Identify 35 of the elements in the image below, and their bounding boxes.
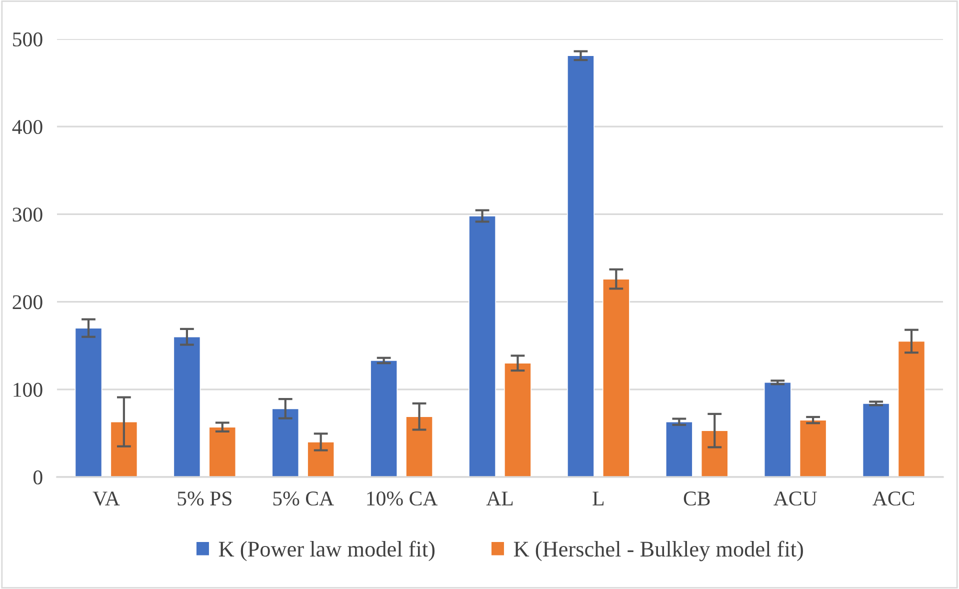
bar xyxy=(602,278,630,477)
bar xyxy=(567,55,594,477)
y-tick-label: 300 xyxy=(12,208,42,222)
x-tick-label: 5% CA xyxy=(273,491,334,506)
x-tick-label: AL xyxy=(486,492,513,506)
bar xyxy=(665,421,693,477)
x-tick-label: ACC xyxy=(872,492,914,506)
bar xyxy=(799,420,827,477)
bar xyxy=(406,416,433,477)
y-tick-label: 400 xyxy=(12,120,42,134)
bar xyxy=(764,382,792,477)
y-tick-label: 200 xyxy=(12,295,42,310)
bar xyxy=(74,328,102,477)
bar xyxy=(173,336,201,477)
x-tick-label: CB xyxy=(684,492,710,506)
legend-label: K (Power law model fit) xyxy=(218,540,435,562)
y-tick-label: 100 xyxy=(14,382,42,397)
bar xyxy=(504,362,532,477)
bar xyxy=(272,408,300,477)
bar xyxy=(208,426,236,477)
bar xyxy=(468,216,496,477)
legend-label: K (Herschel - Bulkley model fit) xyxy=(514,540,803,562)
x-tick-label: L xyxy=(592,492,604,506)
x-tick-label: 5% PS xyxy=(178,491,232,506)
x-tick-label: VA xyxy=(92,492,120,506)
y-tick-label: 0 xyxy=(33,470,42,484)
bar xyxy=(700,430,728,477)
x-tick-label: ACU xyxy=(774,492,817,506)
bar xyxy=(370,360,398,477)
bar xyxy=(110,421,138,477)
x-tick-label: 10% CA xyxy=(367,491,438,506)
y-tick-label: 500 xyxy=(13,32,42,46)
bar xyxy=(862,402,890,477)
bar xyxy=(898,340,926,477)
bar xyxy=(307,442,335,477)
